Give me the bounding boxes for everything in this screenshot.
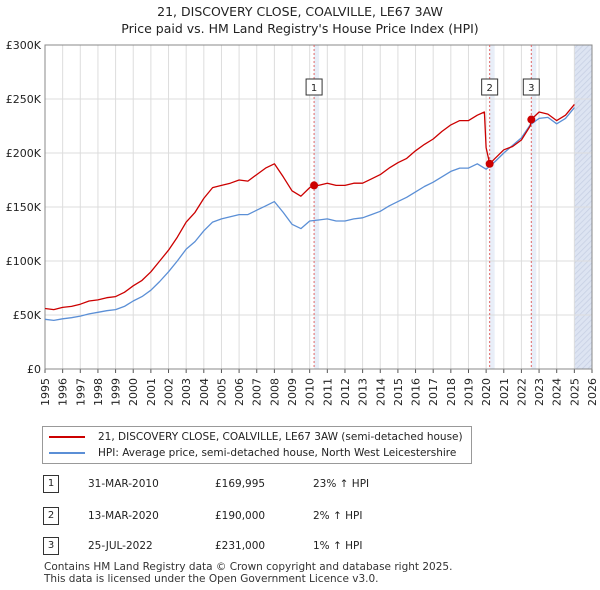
- transaction-price: £190,000: [215, 510, 266, 522]
- x-tick-label: 2005: [215, 378, 228, 406]
- y-tick-label: £50K: [13, 309, 42, 322]
- x-tick-label: 2009: [286, 378, 299, 406]
- chart-title: 21, DISCOVERY CLOSE, COALVILLE, LE67 3AW: [157, 4, 443, 19]
- transaction-hpi-change: 2% ↑ HPI: [313, 510, 363, 522]
- x-tick-label: 2021: [498, 378, 511, 406]
- sale-point: [310, 181, 319, 190]
- x-tick-label: 2020: [480, 378, 493, 406]
- legend-item-property: 21, DISCOVERY CLOSE, COALVILLE, LE67 3AW…: [49, 430, 463, 444]
- x-tick-label: 2003: [180, 378, 193, 406]
- x-tick-label: 2015: [392, 378, 405, 406]
- hpi-line: [44, 107, 575, 322]
- x-tick-label: 1997: [74, 378, 87, 406]
- transaction-date: 31-MAR-2010: [88, 478, 159, 490]
- legend-label-property: 21, DISCOVERY CLOSE, COALVILLE, LE67 3AW…: [98, 431, 463, 443]
- legend: 21, DISCOVERY CLOSE, COALVILLE, LE67 3AW…: [42, 426, 472, 464]
- transaction-price: £169,995: [215, 478, 266, 490]
- x-tick-label: 2011: [321, 378, 334, 406]
- legend-swatch-hpi: [49, 452, 85, 454]
- chart-subtitle: Price paid vs. HM Land Registry's House …: [121, 21, 479, 36]
- sale-marker-box: [481, 78, 499, 96]
- legend-swatch-property: [49, 436, 85, 438]
- x-tick-label: 2014: [374, 378, 387, 406]
- x-tick-label: 2013: [357, 378, 370, 406]
- x-tick-label: 2008: [268, 378, 281, 406]
- transaction-hpi-change: 23% ↑ HPI: [313, 478, 370, 490]
- x-tick-label: 1996: [57, 378, 70, 406]
- sale-marker-label: 3: [528, 83, 534, 94]
- x-tick-label: 2000: [127, 378, 140, 406]
- sale-marker-label: 1: [311, 83, 317, 94]
- x-tick-label: 2006: [233, 378, 246, 406]
- y-tick-label: £300K: [6, 39, 42, 52]
- x-tick-label: 2001: [145, 378, 158, 406]
- x-tick-label: 1998: [92, 378, 105, 406]
- x-tick-label: 2024: [551, 378, 564, 406]
- x-tick-label: 2002: [163, 378, 176, 406]
- transaction-date: 13-MAR-2020: [88, 510, 159, 522]
- sale-marker-box: [522, 78, 540, 96]
- x-tick-label: 2016: [410, 378, 423, 406]
- legend-label-hpi: HPI: Average price, semi-detached house,…: [98, 447, 457, 459]
- x-tick-label: 2010: [304, 378, 317, 406]
- y-tick-label: £200K: [6, 147, 42, 160]
- x-tick-label: 2012: [339, 378, 352, 406]
- x-tick-label: 2023: [533, 378, 546, 406]
- sale-point: [527, 115, 536, 124]
- sale-point: [485, 159, 494, 168]
- transaction-hpi-change: 1% ↑ HPI: [313, 540, 363, 552]
- x-tick-label: 2022: [515, 378, 528, 406]
- transaction-date: 25-JUL-2022: [88, 540, 153, 552]
- x-tick-label: 2019: [462, 378, 475, 406]
- transaction-number: 3: [43, 537, 59, 555]
- footer-licence: This data is licensed under the Open Gov…: [44, 573, 379, 585]
- transaction-price: £231,000: [215, 540, 266, 552]
- transaction-number: 1: [43, 475, 59, 493]
- x-tick-label: 1999: [110, 378, 123, 406]
- x-tick-label: 2004: [198, 378, 211, 406]
- x-tick-label: 2018: [445, 378, 458, 406]
- y-tick-label: £250K: [6, 93, 42, 106]
- x-tick-label: 1995: [39, 378, 52, 406]
- y-tick-label: £0: [27, 363, 41, 376]
- x-tick-label: 2017: [427, 378, 440, 406]
- x-tick-label: 2026: [586, 378, 599, 406]
- plot-frame: [44, 44, 593, 370]
- x-tick-label: 2007: [251, 378, 264, 406]
- transaction-number: 2: [43, 507, 59, 525]
- footer-copyright: Contains HM Land Registry data © Crown c…: [44, 561, 453, 573]
- x-tick-label: 2025: [568, 378, 581, 406]
- price-chart: £0 £50K £100K £150K £200K £250K £300K 1995 1996 1…: [6, 39, 599, 406]
- sale-marker-label: 2: [486, 83, 492, 94]
- y-tick-label: £150K: [6, 201, 42, 214]
- legend-item-hpi: HPI: Average price, semi-detached house,…: [49, 446, 456, 460]
- sale-marker-box: [305, 78, 323, 96]
- y-tick-label: £100K: [6, 255, 42, 268]
